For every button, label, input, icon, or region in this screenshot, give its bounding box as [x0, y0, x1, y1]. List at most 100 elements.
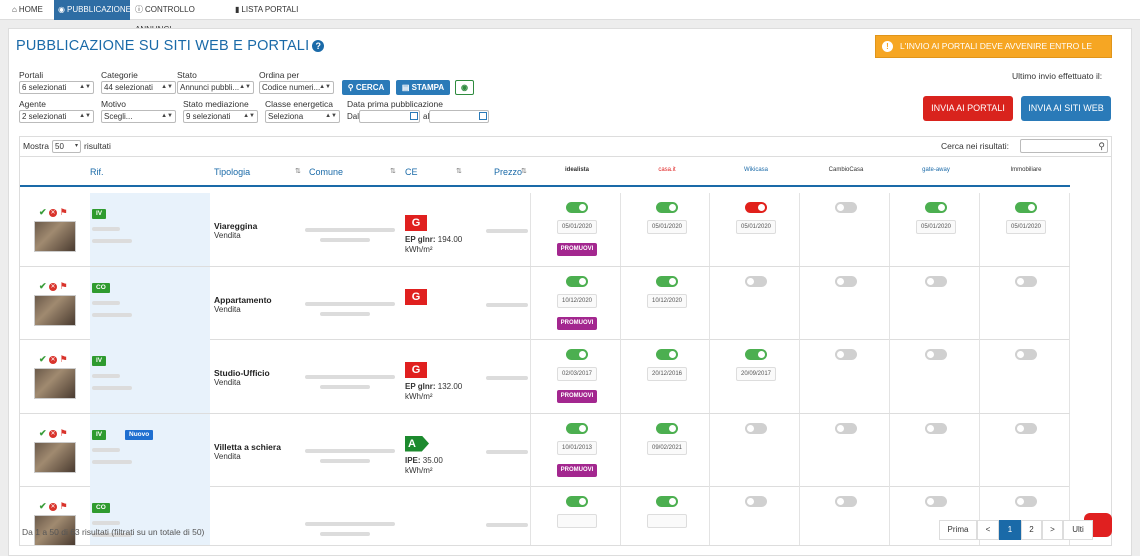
publish-toggle[interactable] [745, 422, 767, 434]
col-ce[interactable]: CE [405, 167, 418, 177]
redacted-comune [320, 311, 370, 316]
sort-icon[interactable]: ⇅ [390, 168, 396, 175]
flag-icon[interactable]: ⚑ [59, 280, 68, 291]
publish-toggle[interactable] [745, 349, 767, 360]
publish-toggle[interactable] [1015, 275, 1037, 287]
mediazione-select[interactable]: 9 selezionati ▲▼ [183, 110, 258, 123]
search-input[interactable]: ⚲ [1020, 139, 1108, 153]
page-last[interactable]: Ulti [1063, 520, 1093, 540]
search-icon[interactable]: ⚲ [1098, 141, 1105, 151]
col-comune[interactable]: Comune [309, 167, 344, 177]
publish-toggle[interactable] [566, 202, 588, 213]
energy-class-badge: G [405, 215, 427, 231]
check-icon[interactable]: ✔ [39, 354, 47, 364]
listing-thumbnail[interactable] [34, 221, 76, 252]
delete-icon[interactable]: ✕ [49, 503, 58, 511]
publish-toggle[interactable] [1015, 422, 1037, 434]
check-icon[interactable]: ✔ [39, 427, 47, 438]
energetica-select[interactable]: Seleziona ▲▼ [265, 110, 340, 123]
publish-toggle[interactable] [566, 349, 588, 360]
publish-toggle[interactable] [656, 422, 678, 434]
delete-icon[interactable]: ✕ [49, 282, 58, 291]
listing-thumbnail[interactable] [34, 294, 76, 326]
publish-toggle[interactable] [925, 422, 947, 434]
page-prev[interactable]: < [977, 520, 999, 540]
promuovi-button[interactable]: PROMUOVI [557, 463, 597, 477]
tab-lista-portali[interactable]: ▮ LISTA PORTALI [235, 5, 299, 14]
publish-toggle[interactable] [925, 496, 947, 507]
publish-toggle[interactable] [656, 275, 678, 287]
publish-toggle[interactable] [656, 202, 678, 213]
check-icon[interactable]: ✔ [39, 501, 47, 511]
promuovi-button[interactable]: PROMUOVI [557, 316, 597, 330]
cell-divider [709, 487, 710, 545]
tab-home[interactable]: ⌂ HOME [12, 5, 43, 14]
cell-divider [620, 340, 621, 413]
promuovi-button[interactable]: PROMUOVI [557, 390, 597, 403]
publish-toggle[interactable] [1015, 349, 1037, 360]
agente-select[interactable]: 2 selezionati ▲▼ [19, 110, 94, 123]
motivo-select[interactable]: Scegli... ▲▼ [101, 110, 176, 123]
page-size-select[interactable]: 50 ▾ [52, 140, 81, 153]
listing-thumbnail[interactable] [34, 515, 76, 545]
publish-toggle[interactable] [835, 349, 857, 360]
page-1[interactable]: 1 [999, 520, 1021, 540]
publish-toggle[interactable] [566, 496, 588, 507]
col-prezzo[interactable]: Prezzo [494, 167, 523, 177]
publish-toggle[interactable] [745, 275, 767, 287]
publish-toggle[interactable] [925, 202, 947, 213]
portali-select[interactable]: 6 selezionati ▲▼ [19, 81, 94, 94]
listing-thumbnail[interactable] [34, 368, 76, 399]
help-icon[interactable]: ? [312, 40, 325, 52]
cell-divider [530, 340, 531, 413]
tab-pubblicazione[interactable]: ◉ PUBBLICAZIONE [54, 0, 131, 20]
sort-icon[interactable]: ⇅ [521, 168, 527, 175]
flag-icon[interactable]: ⚑ [59, 427, 68, 438]
check-icon[interactable]: ✔ [39, 207, 47, 217]
stato-select[interactable]: Annunci pubbli... ▲▼ [177, 81, 254, 94]
publish-toggle[interactable] [835, 202, 857, 213]
publish-toggle[interactable] [835, 275, 857, 287]
publish-toggle[interactable] [835, 496, 857, 507]
page-next[interactable]: > [1042, 520, 1063, 540]
delete-icon[interactable]: ✕ [49, 429, 58, 438]
stampa-button[interactable]: ▤ STAMPA [396, 80, 450, 95]
publish-toggle[interactable] [566, 422, 588, 434]
invia-siti-button[interactable]: INVIA AI SITI WEB [1021, 96, 1111, 121]
ordina-select[interactable]: Codice numeri... ▲▼ [259, 81, 334, 94]
publish-toggle[interactable] [656, 349, 678, 360]
delete-icon[interactable]: ✕ [49, 356, 58, 364]
publish-toggle[interactable] [656, 496, 678, 507]
flag-icon[interactable]: ⚑ [59, 207, 68, 217]
publish-toggle[interactable] [745, 202, 767, 213]
publish-toggle[interactable] [566, 275, 588, 287]
invia-portali-button[interactable]: INVIA AI PORTALI [923, 96, 1013, 121]
status-badge: IV [92, 209, 107, 219]
delete-icon[interactable]: ✕ [49, 209, 58, 217]
categorie-select[interactable]: 44 selezionati ▲▼ [101, 81, 176, 94]
sort-icon[interactable]: ⇅ [456, 168, 462, 175]
listing-thumbnail[interactable] [34, 441, 76, 473]
preview-button[interactable]: ◉ [455, 80, 474, 95]
publish-toggle[interactable] [745, 496, 767, 507]
publish-toggle[interactable] [925, 275, 947, 287]
al-date-input[interactable] [429, 110, 489, 123]
calendar-icon[interactable] [479, 112, 487, 120]
publish-toggle[interactable] [1015, 496, 1037, 507]
check-icon[interactable]: ✔ [39, 280, 47, 291]
page-first[interactable]: Prima [939, 520, 977, 540]
col-tipologia[interactable]: Tipologia [214, 167, 251, 177]
dal-date-input[interactable] [359, 110, 420, 123]
publish-toggle[interactable] [1015, 202, 1037, 213]
col-rif[interactable]: Rif. [90, 167, 104, 177]
cerca-button[interactable]: ⚲ CERCA [342, 80, 390, 95]
calendar-icon[interactable] [410, 112, 418, 120]
page-2[interactable]: 2 [1021, 520, 1042, 540]
flag-icon[interactable]: ⚑ [59, 501, 68, 511]
publish-toggle[interactable] [835, 422, 857, 434]
sort-icon[interactable]: ⇅ [295, 168, 301, 175]
promuovi-button[interactable]: PROMUOVI [557, 243, 597, 256]
publish-toggle[interactable] [925, 349, 947, 360]
flag-icon[interactable]: ⚑ [59, 354, 68, 364]
